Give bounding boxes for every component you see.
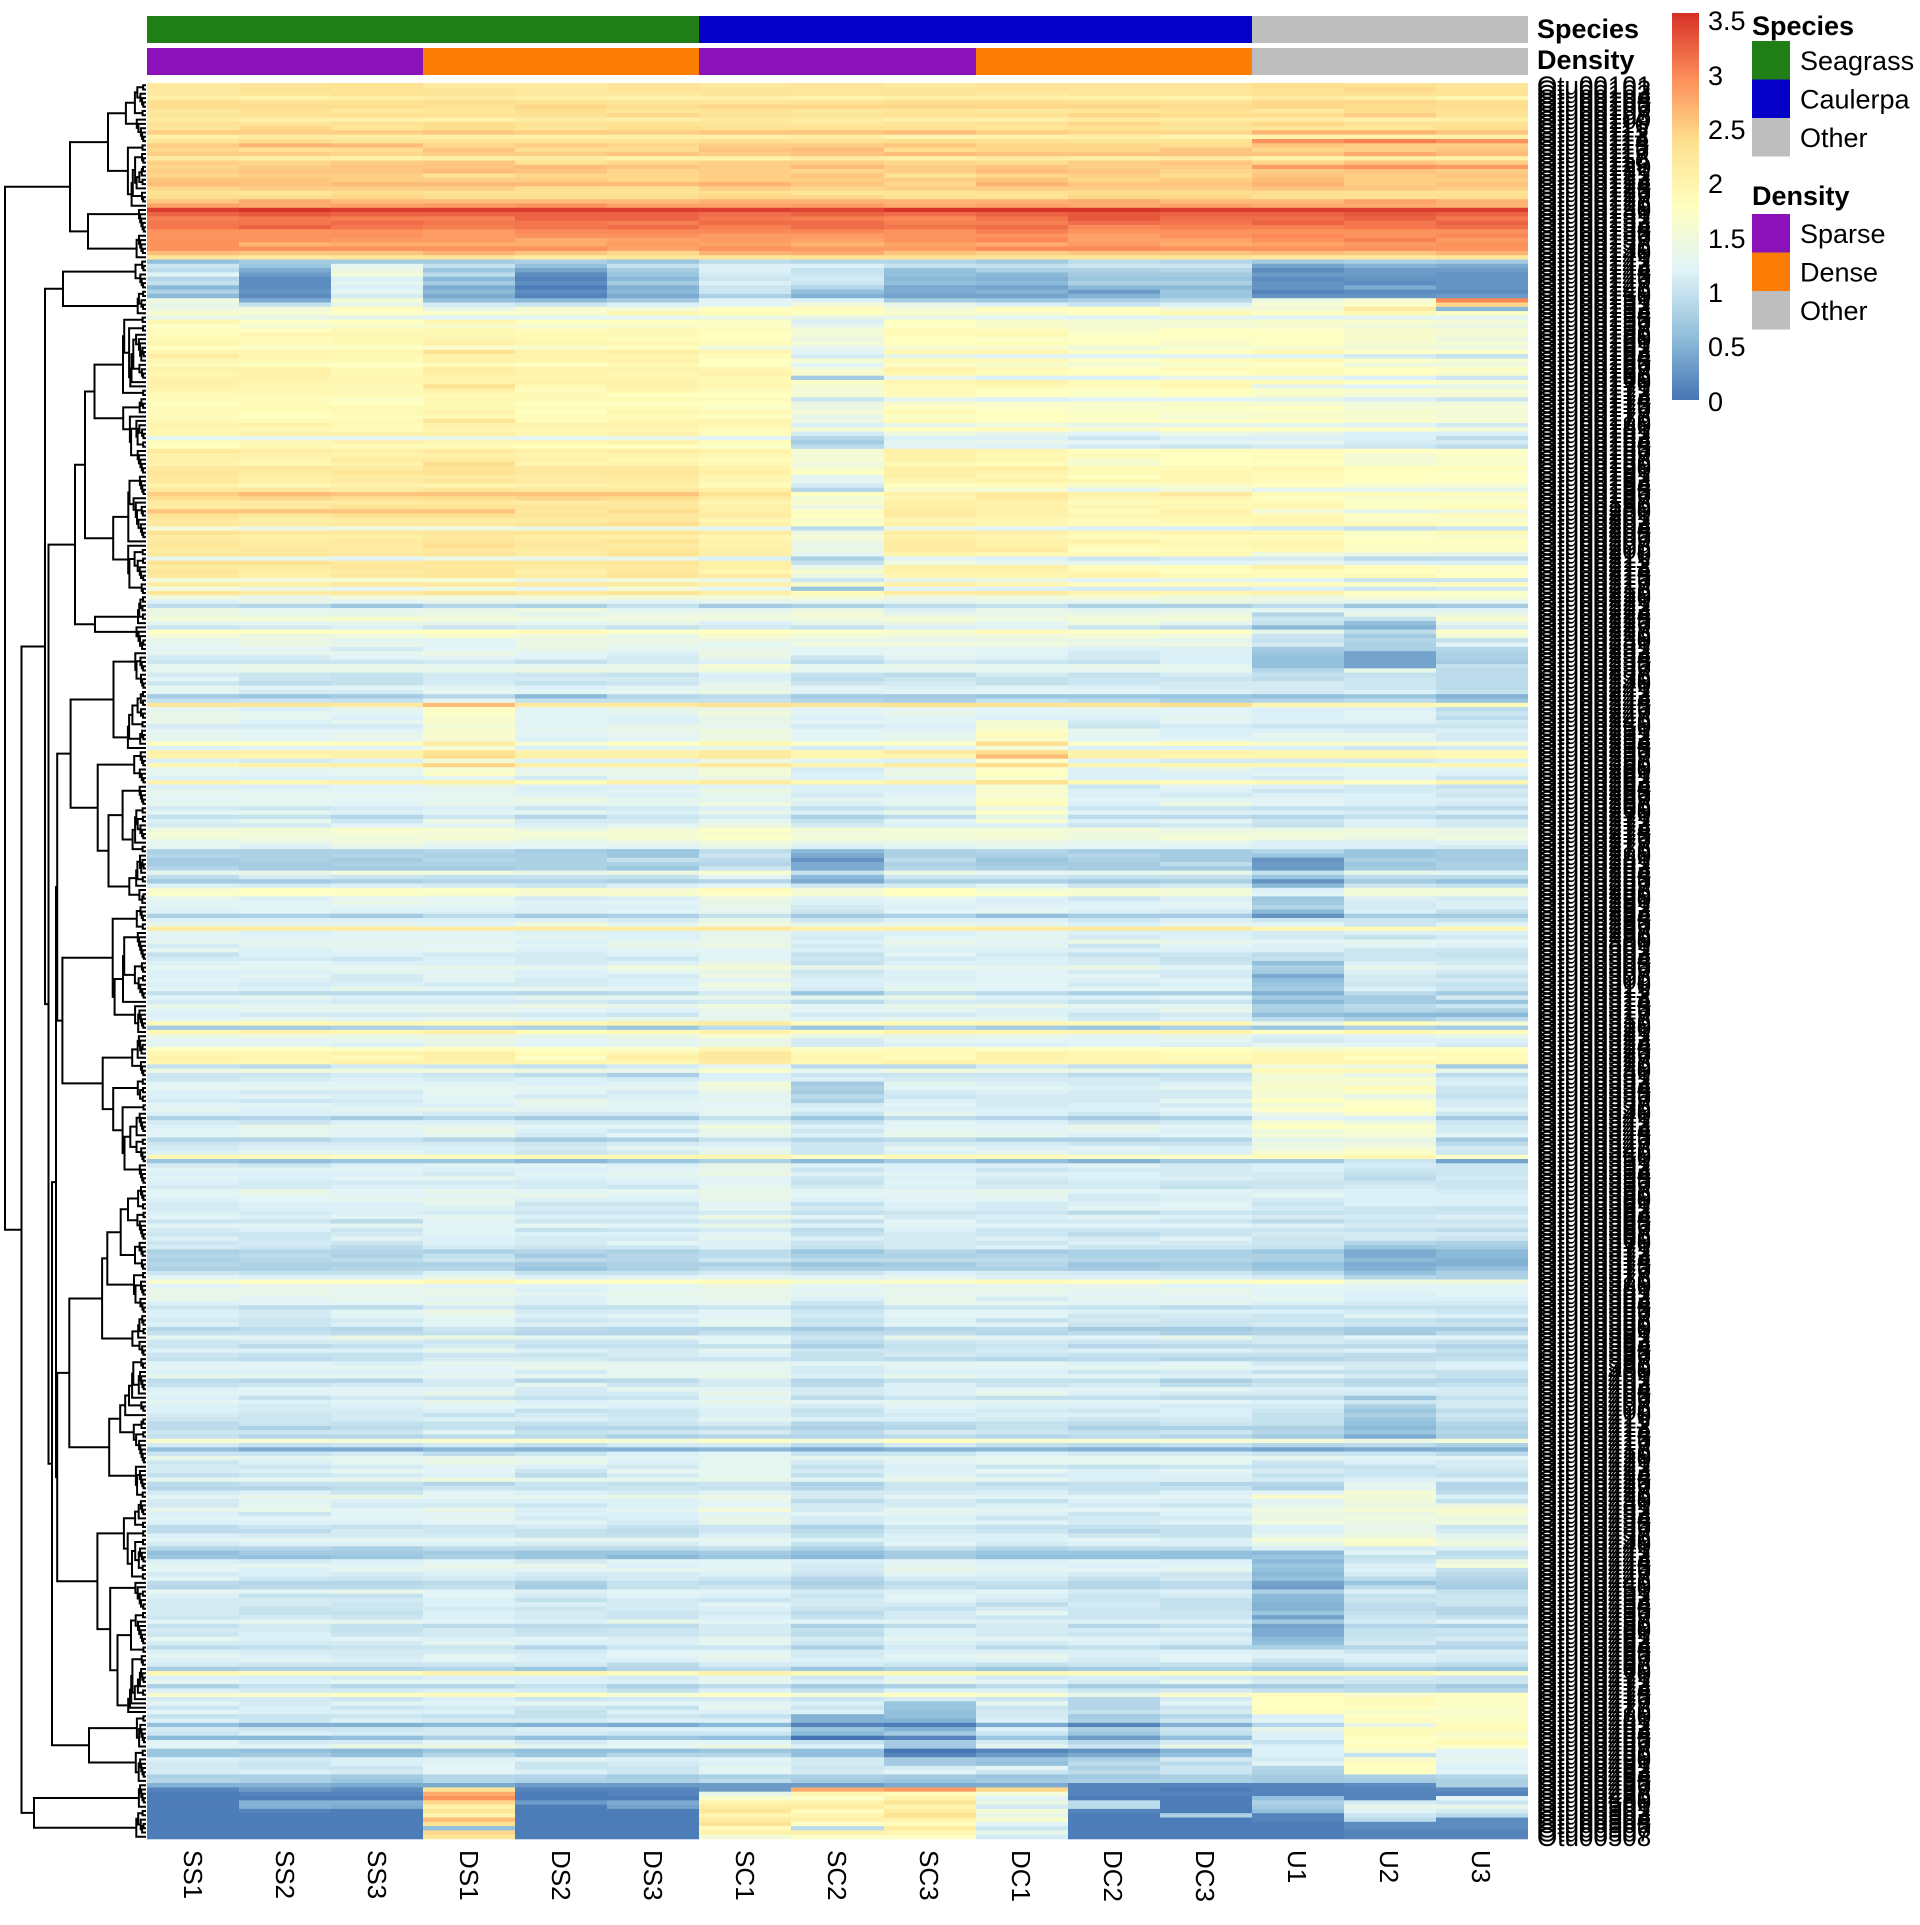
svg-text:Otu00135: Otu00135 xyxy=(1537,217,1651,247)
svg-text:Otu00153: Otu00153 xyxy=(1537,294,1651,324)
svg-text:Otu00130: Otu00130 xyxy=(1537,195,1651,225)
svg-text:Otu00113: Otu00113 xyxy=(1537,122,1649,152)
svg-text:Otu00117: Otu00117 xyxy=(1537,139,1649,169)
svg-text:Otu00104: Otu00104 xyxy=(1537,83,1651,113)
svg-text:Otu00129: Otu00129 xyxy=(1537,191,1651,221)
svg-text:Otu00155: Otu00155 xyxy=(1537,303,1651,333)
svg-text:Otu00111: Otu00111 xyxy=(1537,113,1647,143)
svg-text:Otu00128: Otu00128 xyxy=(1537,187,1651,217)
svg-text:Otu00109: Otu00109 xyxy=(1537,105,1651,135)
svg-text:Otu00133: Otu00133 xyxy=(1537,208,1651,238)
svg-text:Otu00105: Otu00105 xyxy=(1537,88,1651,118)
svg-text:Otu00107: Otu00107 xyxy=(1537,96,1651,126)
svg-text:Otu00149: Otu00149 xyxy=(1537,277,1651,307)
svg-text:Otu00146: Otu00146 xyxy=(1537,264,1651,294)
svg-text:Otu00136: Otu00136 xyxy=(1537,221,1651,251)
svg-text:Otu00137: Otu00137 xyxy=(1537,225,1651,255)
svg-text:Otu00142: Otu00142 xyxy=(1537,247,1651,277)
svg-text:Otu00120: Otu00120 xyxy=(1537,152,1651,182)
svg-text:Otu00118: Otu00118 xyxy=(1537,144,1649,174)
svg-text:Otu00126: Otu00126 xyxy=(1537,178,1651,208)
svg-text:Otu00147: Otu00147 xyxy=(1537,268,1651,298)
svg-text:Otu00108: Otu00108 xyxy=(1537,101,1651,131)
svg-text:Otu00106: Otu00106 xyxy=(1537,92,1651,122)
svg-text:Otu00102: Otu00102 xyxy=(1537,75,1651,105)
svg-text:Otu00157: Otu00157 xyxy=(1537,311,1651,341)
svg-text:Otu00103: Otu00103 xyxy=(1537,79,1651,109)
svg-text:Otu00116: Otu00116 xyxy=(1537,135,1649,165)
svg-text:Otu00114: Otu00114 xyxy=(1537,126,1649,156)
svg-text:Species: Species xyxy=(1537,14,1639,44)
svg-text:Otu00127: Otu00127 xyxy=(1537,182,1651,212)
svg-text:Otu00144: Otu00144 xyxy=(1537,255,1651,285)
svg-text:Otu00115: Otu00115 xyxy=(1537,131,1649,161)
svg-text:Otu00143: Otu00143 xyxy=(1537,251,1651,281)
svg-text:Otu00110: Otu00110 xyxy=(1537,109,1649,139)
svg-text:Otu00134: Otu00134 xyxy=(1537,212,1651,242)
svg-text:Otu00138: Otu00138 xyxy=(1537,230,1651,260)
svg-text:Otu00151: Otu00151 xyxy=(1537,286,1651,316)
svg-text:Otu00119: Otu00119 xyxy=(1537,148,1649,178)
svg-text:Otu00124: Otu00124 xyxy=(1537,169,1651,199)
svg-text:Otu00121: Otu00121 xyxy=(1537,156,1651,186)
svg-text:Density: Density xyxy=(1537,45,1635,75)
svg-text:Otu00145: Otu00145 xyxy=(1537,260,1651,290)
svg-text:Otu00150: Otu00150 xyxy=(1537,281,1651,311)
svg-text:Otu00101: Otu00101 xyxy=(1537,70,1651,100)
svg-text:Otu00156: Otu00156 xyxy=(1537,307,1651,337)
svg-text:Otu00140: Otu00140 xyxy=(1537,238,1651,268)
svg-text:Otu00132: Otu00132 xyxy=(1537,204,1651,234)
svg-text:Otu00154: Otu00154 xyxy=(1537,299,1651,329)
svg-text:Otu00141: Otu00141 xyxy=(1537,243,1651,273)
svg-text:Otu00158: Otu00158 xyxy=(1537,316,1651,346)
svg-text:Otu00131: Otu00131 xyxy=(1537,200,1651,230)
svg-text:Otu00148: Otu00148 xyxy=(1537,273,1651,303)
svg-text:Otu00123: Otu00123 xyxy=(1537,165,1651,195)
svg-text:Otu00152: Otu00152 xyxy=(1537,290,1651,320)
svg-text:Otu00139: Otu00139 xyxy=(1537,234,1651,264)
svg-text:Otu00112: Otu00112 xyxy=(1537,118,1649,148)
svg-text:Otu00122: Otu00122 xyxy=(1537,161,1651,191)
svg-text:Otu00125: Otu00125 xyxy=(1537,174,1651,204)
